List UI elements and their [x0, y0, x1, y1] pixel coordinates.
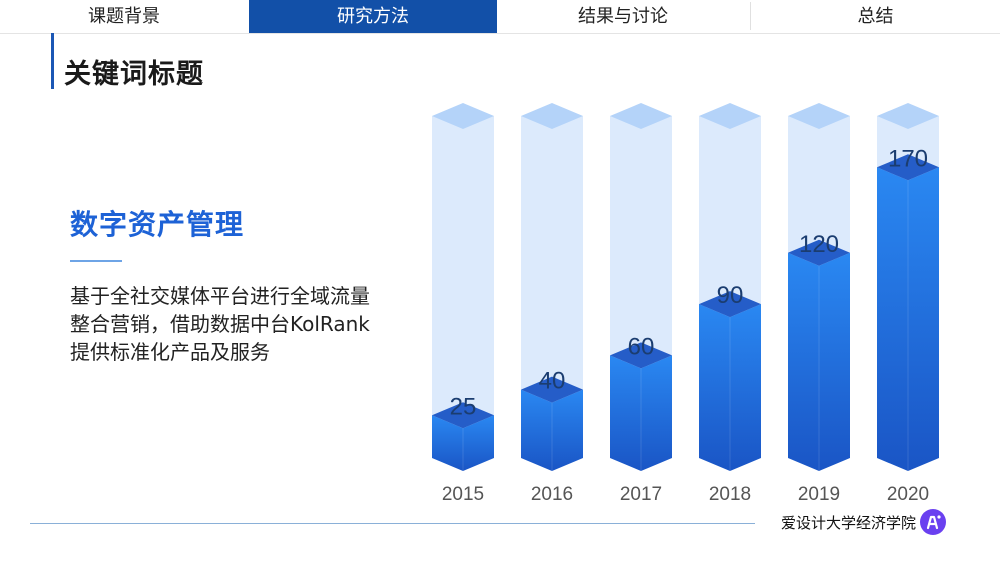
section-body: 基于全社交媒体平台进行全域流量整合营销，借助数据中台KolRank提供标准化产品… [70, 284, 370, 364]
x-tick-label: 2020 [887, 484, 929, 505]
bar-track-cap [432, 103, 494, 129]
footer-organization: 爱设计大学经济学院 [781, 514, 917, 532]
x-tick-label: 2019 [798, 484, 840, 505]
bar-group-2018: 90 2018 [699, 103, 761, 505]
x-tick-label: 2018 [709, 484, 751, 505]
data-label: 40 [539, 368, 566, 395]
bar [788, 252, 850, 471]
bar-track-cap [699, 103, 761, 129]
x-tick-label: 2016 [531, 484, 573, 505]
bar [610, 355, 672, 471]
section-divider [70, 260, 122, 262]
bar-cap [521, 376, 583, 403]
bar [877, 167, 939, 472]
tab-methods[interactable]: 研究方法 [249, 0, 497, 33]
bar-cap [699, 291, 761, 318]
bar [699, 304, 761, 471]
tab-divider [750, 2, 751, 30]
data-label: 90 [717, 282, 744, 309]
top-navigation: 课题背景 研究方法 结果与讨论 总结 [0, 0, 1000, 34]
data-label: 25 [450, 393, 477, 420]
bar-cap [432, 402, 494, 429]
x-tick-label: 2015 [442, 484, 484, 505]
data-label: 170 [888, 145, 928, 172]
page-title: 关键词标题 [64, 59, 204, 90]
bar-cap [788, 239, 850, 266]
bar-group-2016: 40 2016 [521, 103, 583, 505]
title-accent-bar [51, 33, 54, 89]
bar-track-cap [521, 103, 583, 129]
bar-cap [610, 342, 672, 369]
bar [432, 415, 494, 471]
bar-group-2019: 120 2019 [788, 103, 850, 505]
bar-track [432, 116, 494, 458]
tab-results[interactable]: 结果与讨论 [578, 6, 668, 27]
data-label: 120 [799, 231, 839, 258]
bar [521, 389, 583, 471]
logo-icon [920, 509, 946, 535]
tab-background[interactable]: 课题背景 [88, 6, 160, 27]
data-label: 60 [628, 333, 655, 360]
footer-divider [30, 523, 755, 524]
bar-group-2015: 25 2015 [432, 103, 494, 505]
bar-track-cap [788, 103, 850, 129]
bar-group-2017: 60 2017 [610, 103, 672, 505]
bar-track-cap [610, 103, 672, 129]
bar-track-cap [877, 103, 939, 129]
bar-chart: 25 2015 40 2016 60 2017 90 2018 120 2019 170 2020 [432, 103, 939, 505]
tab-summary[interactable]: 总结 [857, 6, 894, 27]
x-tick-label: 2017 [620, 484, 662, 505]
bar-cap [877, 154, 939, 181]
section-title: 数字资产管理 [70, 208, 245, 241]
bar-group-2020: 170 2020 [877, 103, 939, 505]
